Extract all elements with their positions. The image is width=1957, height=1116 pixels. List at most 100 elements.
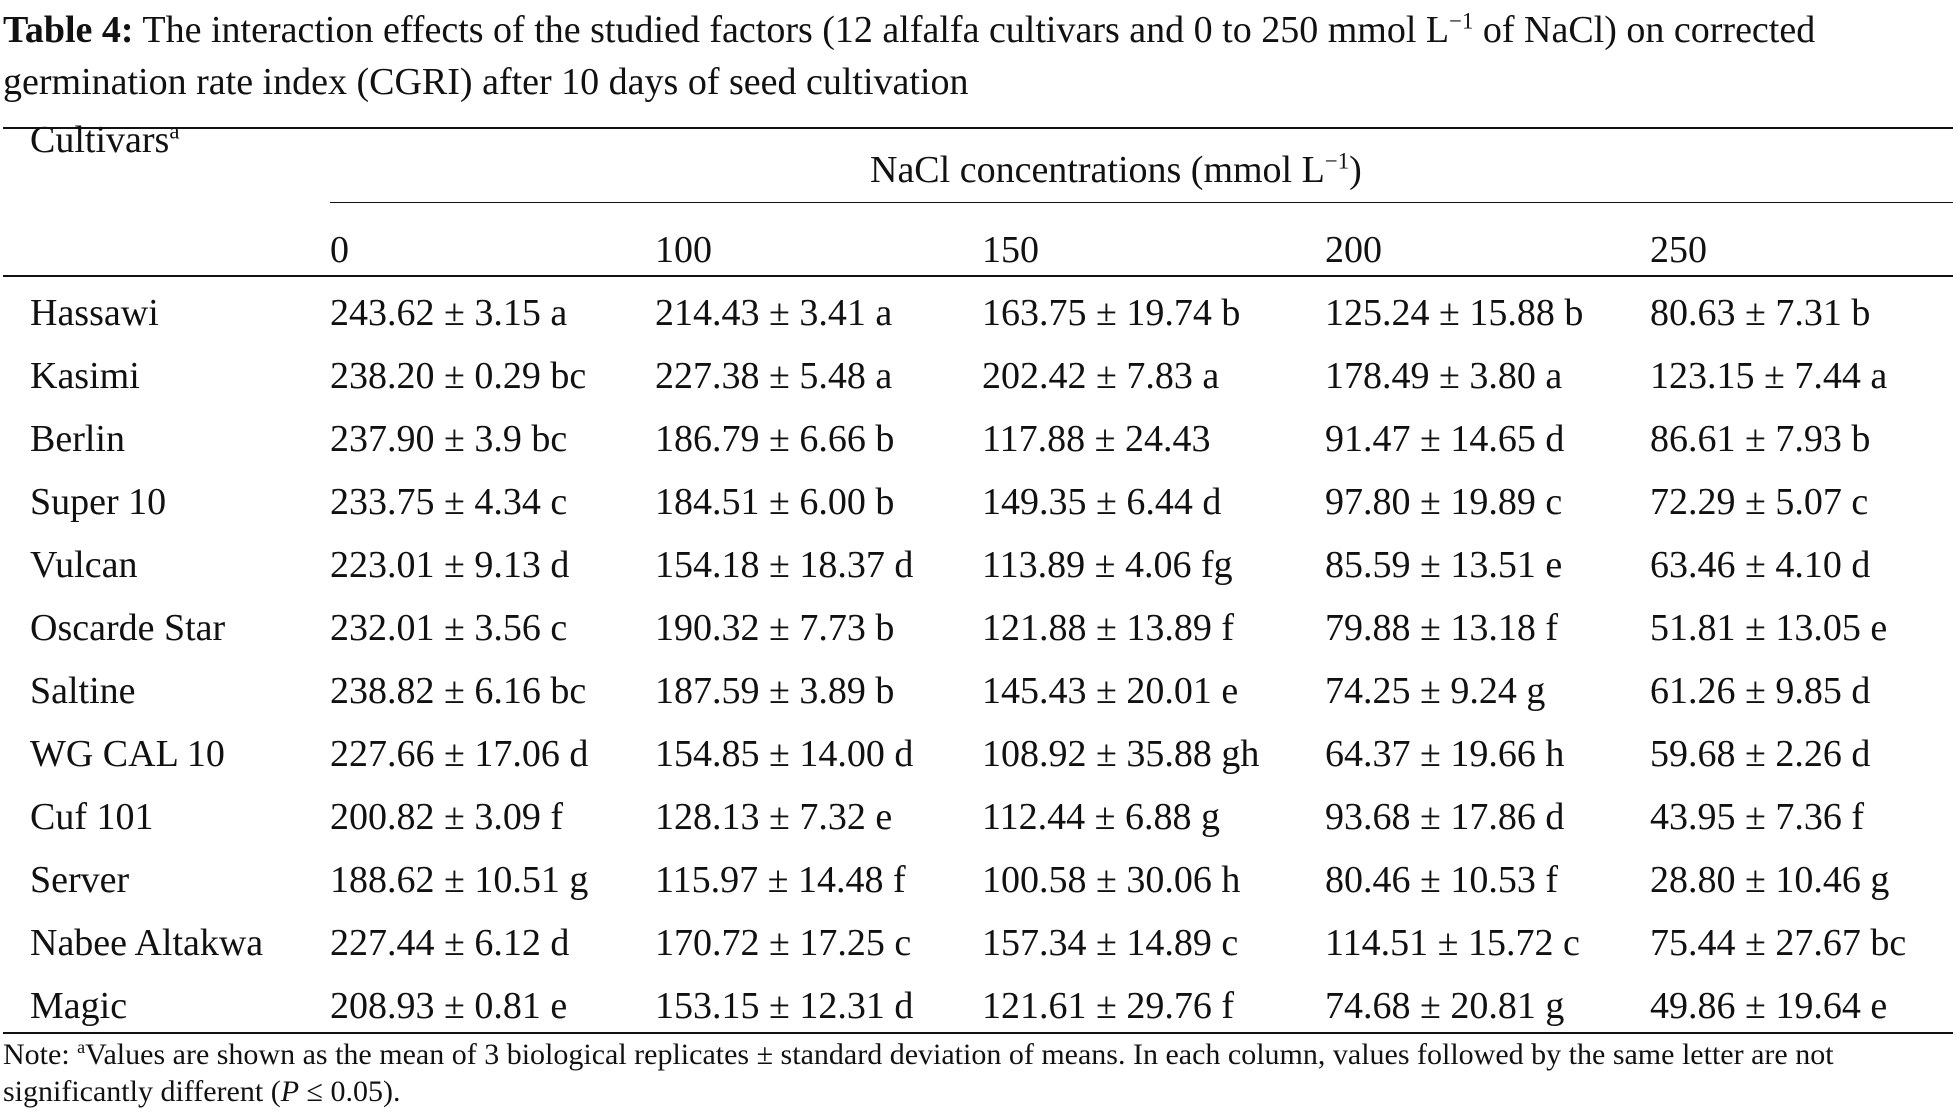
table-row: Server 188.62 ± 10.51 g 115.97 ± 14.48 f…: [0, 849, 1957, 912]
value-cell: 59.68 ± 2.26 d: [1650, 733, 1871, 775]
value-cell: 187.59 ± 3.89 b: [655, 670, 895, 712]
value-cell: 108.92 ± 35.88 gh: [982, 733, 1260, 775]
table-label: Table 4:: [3, 9, 134, 51]
cultivar-cell: Magic: [30, 985, 128, 1027]
table-row: Berlin 237.90 ± 3.9 bc 186.79 ± 6.66 b 1…: [0, 408, 1957, 471]
note-text-2: ≤ 0.05).: [299, 1075, 401, 1108]
value-cell: 85.59 ± 13.51 e: [1325, 544, 1563, 586]
value-cell: 125.24 ± 15.88 b: [1325, 292, 1584, 334]
table-row: Super 10 233.75 ± 4.34 c 184.51 ± 6.00 b…: [0, 471, 1957, 534]
value-cell: 80.63 ± 7.31 b: [1650, 292, 1871, 334]
column-header-250: 250: [1650, 229, 1707, 271]
value-cell: 238.82 ± 6.16 bc: [330, 670, 587, 712]
cultivar-cell: WG CAL 10: [30, 733, 225, 775]
cultivars-superscript: a: [169, 118, 180, 144]
value-cell: 227.38 ± 5.48 a: [655, 355, 893, 397]
cultivar-cell: Oscarde Star: [30, 607, 226, 649]
value-cell: 145.43 ± 20.01 e: [982, 670, 1239, 712]
value-cell: 184.51 ± 6.00 b: [655, 481, 895, 523]
cultivar-cell: Berlin: [30, 418, 125, 460]
note-superscript: a: [77, 1037, 86, 1057]
value-cell: 149.35 ± 6.44 d: [982, 481, 1222, 523]
value-cell: 157.34 ± 14.89 c: [982, 922, 1239, 964]
table-row: Magic 208.93 ± 0.81 e 153.15 ± 12.31 d 1…: [0, 975, 1957, 1038]
value-cell: 154.85 ± 14.00 d: [655, 733, 914, 775]
value-cell: 243.62 ± 3.15 a: [330, 292, 568, 334]
column-header-0: 0: [330, 229, 349, 271]
value-cell: 63.46 ± 4.10 d: [1650, 544, 1871, 586]
value-cell: 64.37 ± 19.66 h: [1325, 733, 1565, 775]
value-cell: 186.79 ± 6.66 b: [655, 418, 895, 460]
value-cell: 97.80 ± 19.89 c: [1325, 481, 1563, 523]
table-row: Hassawi 243.62 ± 3.15 a 214.43 ± 3.41 a …: [0, 282, 1957, 345]
value-cell: 100.58 ± 30.06 h: [982, 859, 1241, 901]
table-row: Oscarde Star 232.01 ± 3.56 c 190.32 ± 7.…: [0, 597, 1957, 660]
value-cell: 170.72 ± 17.25 c: [655, 922, 912, 964]
value-cell: 188.62 ± 10.51 g: [330, 859, 589, 901]
table-row: Nabee Altakwa 227.44 ± 6.12 d 170.72 ± 1…: [0, 912, 1957, 975]
value-cell: 154.18 ± 18.37 d: [655, 544, 914, 586]
caption-text-1: The interaction effects of the studied f…: [142, 9, 1450, 51]
note-prefix: Note:: [3, 1038, 78, 1071]
spanner-rule: [330, 202, 1953, 203]
value-cell: 91.47 ± 14.65 d: [1325, 418, 1565, 460]
value-cell: 163.75 ± 19.74 b: [982, 292, 1241, 334]
value-cell: 227.66 ± 17.06 d: [330, 733, 589, 775]
table-row: Kasimi 238.20 ± 0.29 bc 227.38 ± 5.48 a …: [0, 345, 1957, 408]
value-cell: 178.49 ± 3.80 a: [1325, 355, 1563, 397]
value-cell: 43.95 ± 7.36 f: [1650, 796, 1865, 838]
value-cell: 86.61 ± 7.93 b: [1650, 418, 1871, 460]
value-cell: 223.01 ± 9.13 d: [330, 544, 570, 586]
value-cell: 93.68 ± 17.86 d: [1325, 796, 1565, 838]
value-cell: 121.88 ± 13.89 f: [982, 607, 1235, 649]
caption-text-2: of NaCl) on corrected germination rate i…: [3, 9, 1816, 103]
column-header-nacl-span: NaCl concentrations (mmol L−1): [870, 148, 1362, 192]
cultivar-cell: Cuf 101: [30, 796, 154, 838]
value-cell: 238.20 ± 0.29 bc: [330, 355, 587, 397]
column-header-cultivars: Cultivarsa: [30, 118, 179, 162]
cultivar-cell: Saltine: [30, 670, 136, 712]
nacl-span-close: ): [1349, 149, 1362, 191]
cultivar-cell: Vulcan: [30, 544, 138, 586]
cultivar-cell: Hassawi: [30, 292, 159, 334]
nacl-span-superscript: −1: [1324, 148, 1350, 174]
value-cell: 237.90 ± 3.9 bc: [330, 418, 568, 460]
note-p-symbol: P: [280, 1075, 300, 1108]
value-cell: 117.88 ± 24.43: [982, 418, 1211, 460]
value-cell: 190.32 ± 7.73 b: [655, 607, 895, 649]
table-row: WG CAL 10 227.66 ± 17.06 d 154.85 ± 14.0…: [0, 723, 1957, 786]
value-cell: 200.82 ± 3.09 f: [330, 796, 564, 838]
value-cell: 202.42 ± 7.83 a: [982, 355, 1220, 397]
value-cell: 153.15 ± 12.31 d: [655, 985, 914, 1027]
table-top-rule: [3, 127, 1953, 129]
caption-superscript: −1: [1449, 8, 1474, 34]
value-cell: 74.68 ± 20.81 g: [1325, 985, 1565, 1027]
value-cell: 115.97 ± 14.48 f: [655, 859, 906, 901]
value-cell: 233.75 ± 4.34 c: [330, 481, 568, 523]
value-cell: 232.01 ± 3.56 c: [330, 607, 568, 649]
cultivar-cell: Super 10: [30, 481, 167, 523]
cultivar-cell: Nabee Altakwa: [30, 922, 264, 964]
table-row: Vulcan 223.01 ± 9.13 d 154.18 ± 18.37 d …: [0, 534, 1957, 597]
table-bottom-rule: [3, 1032, 1953, 1034]
value-cell: 49.86 ± 19.64 e: [1650, 985, 1888, 1027]
cultivars-label: Cultivars: [30, 119, 170, 161]
value-cell: 74.25 ± 9.24 g: [1325, 670, 1546, 712]
value-cell: 227.44 ± 6.12 d: [330, 922, 570, 964]
value-cell: 75.44 ± 27.67 bc: [1650, 922, 1907, 964]
value-cell: 28.80 ± 10.46 g: [1650, 859, 1890, 901]
column-header-150: 150: [982, 229, 1039, 271]
value-cell: 80.46 ± 10.53 f: [1325, 859, 1559, 901]
note-text-1: Values are shown as the mean of 3 biolog…: [3, 1038, 1834, 1108]
value-cell: 113.89 ± 4.06 fg: [982, 544, 1233, 586]
value-cell: 208.93 ± 0.81 e: [330, 985, 568, 1027]
table-note: Note: aValues are shown as the mean of 3…: [3, 1036, 1955, 1110]
value-cell: 112.44 ± 6.88 g: [982, 796, 1220, 838]
value-cell: 121.61 ± 29.76 f: [982, 985, 1235, 1027]
value-cell: 61.26 ± 9.85 d: [1650, 670, 1871, 712]
cultivar-cell: Server: [30, 859, 130, 901]
cultivar-cell: Kasimi: [30, 355, 140, 397]
table-caption: Table 4: The interaction effects of the …: [3, 4, 1953, 108]
value-cell: 51.81 ± 13.05 e: [1650, 607, 1888, 649]
value-cell: 79.88 ± 13.18 f: [1325, 607, 1559, 649]
